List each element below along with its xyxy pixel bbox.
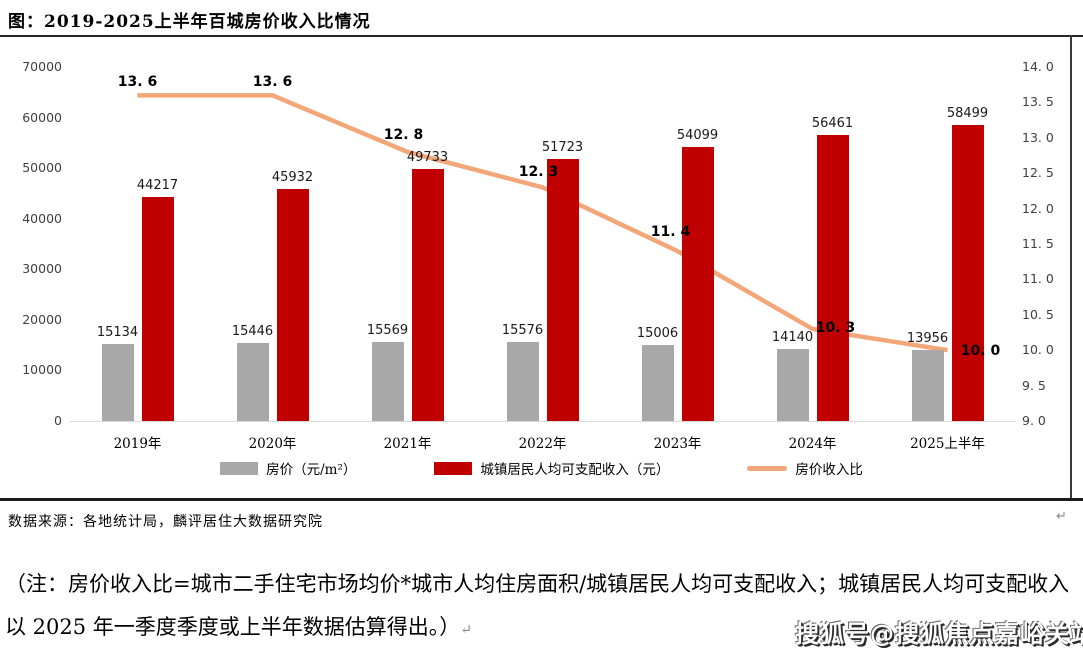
right-axis-tick: 9. 5 — [1022, 377, 1046, 393]
house-price-bar — [911, 350, 944, 421]
left-axis-tick: 60000 — [22, 109, 62, 125]
ratio-point-label: 12. 8 — [383, 126, 424, 143]
legend-label: 房价（元/m²） — [266, 462, 357, 478]
income-value-label: 44217 — [136, 178, 179, 194]
income-bar — [816, 135, 849, 421]
right-axis-tick: 13. 5 — [1022, 94, 1054, 110]
left-axis-tick: 0 — [54, 413, 62, 428]
ratio-point-label: 13. 6 — [252, 74, 293, 91]
paragraph-return-mark: ↵ — [460, 622, 473, 639]
house-price-bar — [371, 342, 404, 421]
right-axis-tick: 12. 5 — [1022, 165, 1054, 181]
figure-title: 图：2019-2025上半年百城房价收入比情况 — [8, 12, 371, 32]
x-axis-label: 2022年 — [518, 436, 567, 452]
right-axis-tick: 10. 0 — [1022, 342, 1054, 358]
x-axis-baseline — [70, 421, 1015, 422]
income-value-label: 58499 — [946, 106, 989, 122]
income-bar — [411, 169, 444, 421]
legend-bar-swatch-icon — [434, 461, 473, 475]
income-bar — [141, 197, 174, 421]
right-axis-tick: 14. 0 — [1022, 59, 1054, 74]
left-axis-tick: 30000 — [22, 261, 62, 277]
legend-item: 房价收入比 — [747, 458, 863, 478]
income-value-label: 49733 — [406, 150, 449, 166]
left-axis-tick: 50000 — [22, 160, 62, 176]
legend-line-swatch-icon — [747, 465, 788, 471]
ratio-line — [137, 93, 948, 353]
ratio-point-label: 12. 3 — [518, 164, 559, 181]
house-price-bar — [506, 342, 539, 421]
right-axis-tick: 10. 5 — [1022, 306, 1054, 322]
right-axis-tick: 12. 0 — [1022, 200, 1054, 216]
x-axis-label: 2023年 — [653, 436, 702, 452]
right-axis-tick: 11. 0 — [1022, 271, 1054, 287]
data-source-text: 数据来源：各地统计局，麟评居住大数据研究院 — [8, 514, 323, 530]
ratio-point-label: 13. 6 — [117, 74, 158, 91]
house-price-value-label: 14140 — [771, 330, 814, 346]
ratio-point-label: 10. 0 — [960, 343, 1001, 360]
footnote-text: （注：房价收入比=城市二手住宅市场均价*城市人均住房面积/城镇居民人均可支配收入… — [5, 572, 1070, 640]
house-price-bar — [641, 345, 674, 421]
x-axis-label: 2024年 — [788, 436, 837, 452]
income-value-label: 51723 — [541, 140, 584, 156]
house-price-bar — [776, 349, 809, 421]
house-price-value-label: 13956 — [906, 331, 949, 347]
house-price-value-label: 15134 — [96, 325, 139, 341]
chart-bottom-divider — [0, 498, 1083, 501]
left-axis-tick: 20000 — [22, 311, 62, 327]
income-value-label: 45932 — [271, 169, 314, 185]
right-axis-tick: 11. 5 — [1022, 236, 1054, 251]
income-bar — [681, 147, 714, 421]
house-price-value-label: 15006 — [636, 326, 679, 342]
title-divider — [0, 35, 1083, 37]
house-price-value-label: 15576 — [501, 323, 544, 339]
x-axis-label: 2025上半年 — [910, 436, 985, 452]
house-price-bar — [101, 344, 134, 421]
income-bar — [951, 125, 984, 421]
right-border-rule — [1070, 35, 1072, 500]
right-axis-tick: 9. 0 — [1022, 413, 1046, 428]
income-bar — [276, 188, 309, 421]
left-axis-tick: 10000 — [22, 362, 62, 378]
ratio-point-label: 11. 4 — [650, 224, 691, 241]
left-axis-tick: 70000 — [22, 59, 62, 74]
legend-label: 城镇居民人均可支配收入（元） — [480, 462, 670, 478]
income-value-label: 56461 — [811, 116, 854, 132]
right-axis-tick: 13. 0 — [1022, 129, 1054, 145]
legend-label: 房价收入比 — [795, 462, 863, 478]
paragraph-return-mark: ↵ — [1056, 509, 1067, 524]
x-axis-label: 2021年 — [383, 436, 432, 452]
x-axis-label: 2020年 — [248, 436, 297, 452]
house-price-value-label: 15446 — [231, 323, 274, 339]
house-price-value-label: 15569 — [366, 323, 409, 339]
footnote: （注：房价收入比=城市二手住宅市场均价*城市人均住房面积/城镇居民人均可支配收入… — [5, 563, 1079, 649]
x-axis-label: 2019年 — [113, 436, 162, 452]
watermark-text: 搜狐号@搜狐焦点嘉峪关站 — [795, 620, 1083, 648]
chart-legend: 房价（元/m²） 城镇居民人均可支配收入（元） 房价收入比 — [0, 458, 1083, 478]
ratio-point-label: 10. 3 — [815, 319, 856, 336]
left-axis-tick: 40000 — [22, 210, 62, 226]
income-value-label: 54099 — [676, 128, 719, 144]
legend-item: 房价（元/m²） — [220, 458, 356, 478]
income-bar — [546, 159, 579, 421]
legend-item: 城镇居民人均可支配收入（元） — [434, 458, 669, 478]
house-price-bar — [236, 342, 269, 421]
legend-bar-swatch-icon — [220, 461, 259, 475]
